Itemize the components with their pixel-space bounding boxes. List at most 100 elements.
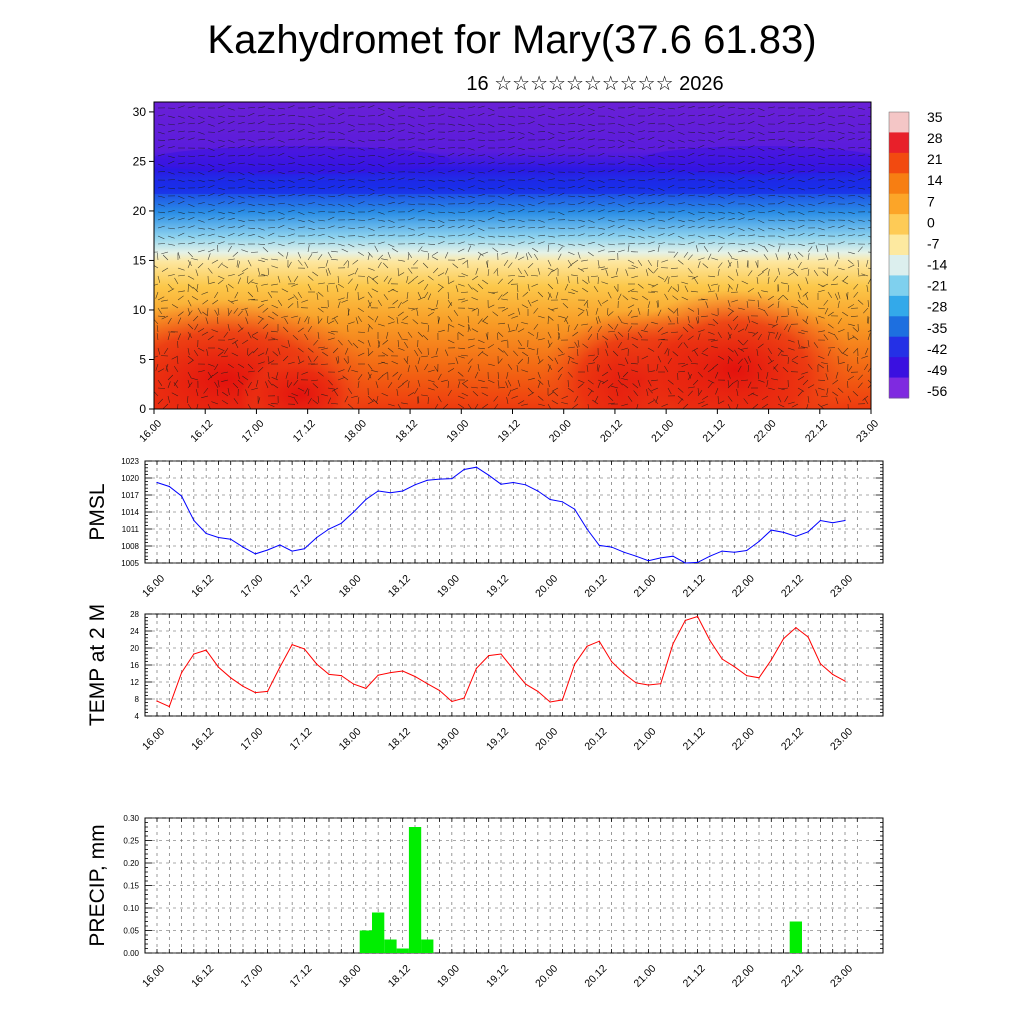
wind-barb [631,315,639,318]
wind-barb [857,187,865,190]
wind-barb [317,136,325,141]
wind-barb [667,225,675,229]
wind-barb [577,276,579,285]
wind-barb [586,309,589,317]
wind-barb [337,275,340,284]
x-tick-label: 16.00 [140,963,167,990]
x-tick-label: 17.00 [238,963,265,990]
wind-barb [737,169,745,173]
wind-barb [712,318,719,325]
wind-barb [837,185,845,189]
wind-barb [727,113,735,117]
wind-barb [687,234,695,237]
wind-barb [677,308,679,317]
wind-barb [567,106,575,109]
wind-barb [781,315,789,318]
wind-barb [477,131,485,134]
wind-barb [503,350,509,357]
wind-barb [697,211,706,213]
x-tick-label: 18.12 [386,963,413,990]
wind-barb [427,123,436,125]
wind-barb [577,243,585,247]
wind-barb [317,169,325,173]
wind-barb [507,329,515,333]
wind-barb [717,331,722,339]
wind-barb [687,179,696,181]
wind-barb [737,161,745,165]
wind-barb [741,280,749,285]
wind-barb [694,277,699,285]
wind-barb [647,400,655,405]
wind-barb [177,217,185,221]
wind-barb [847,147,856,149]
wind-barb [707,154,715,157]
wind-barb [447,225,455,229]
wind-barb [157,368,165,373]
wind-barb [167,288,175,293]
wind-barb [347,278,353,285]
wind-barb [246,275,249,284]
wind-barb [807,169,815,173]
wind-barb [327,267,331,275]
data-point [733,666,736,668]
wind-barb [707,283,711,291]
wind-barb [167,243,175,246]
wind-barb [605,269,609,277]
wind-barb [237,162,245,165]
wind-barb [517,379,521,387]
wind-barb [434,365,439,373]
wind-barb [507,389,512,397]
wind-barb [825,253,829,261]
wind-barb [477,283,484,290]
wind-barb [707,242,715,245]
wind-barb [611,385,619,389]
wind-barb [527,195,535,199]
data-point [475,466,477,468]
wind-barb [497,211,505,215]
wind-barb [437,113,445,117]
wind-barb [777,177,785,181]
wind-barb [707,179,715,183]
wind-barb [657,341,663,349]
wind-barb [157,379,163,386]
wind-barb [471,307,479,312]
wind-barb [177,267,185,271]
wind-barb [574,341,579,349]
x-tick-label: 23.00 [828,963,855,990]
wind-barb [837,362,845,365]
x-tick-label: 19.00 [435,726,462,753]
y-tick-label: 0.00 [123,949,139,958]
colorbar-label: -35 [927,320,947,336]
wind-barb [177,171,185,174]
wind-barb [547,171,555,175]
wind-barb [197,131,205,135]
wind-barb [687,275,695,278]
wind-barb [757,195,765,200]
wind-barb [747,210,755,213]
wind-barb [247,298,256,301]
wind-barb [197,242,205,245]
wind-barb [337,243,345,247]
wind-barb [457,115,465,119]
wind-barb [827,364,829,373]
wind-barb [357,169,365,173]
wind-barb [325,269,329,277]
wind-barb [247,195,255,199]
wind-barb [155,291,159,299]
wind-barb [407,208,415,213]
wind-barb [617,210,625,213]
wind-barb [756,277,759,285]
wind-barb [397,225,405,229]
wind-barb [601,281,609,285]
wind-barb [421,322,429,325]
wind-barb [347,243,355,248]
wind-barb [472,275,479,281]
wind-barb [547,391,554,397]
wind-barb [835,397,839,405]
wind-barb [176,356,179,365]
wind-barb [797,121,805,125]
wind-barb [797,211,805,215]
wind-barb [697,144,705,149]
wind-barb [717,115,725,119]
wind-barb [737,139,746,141]
